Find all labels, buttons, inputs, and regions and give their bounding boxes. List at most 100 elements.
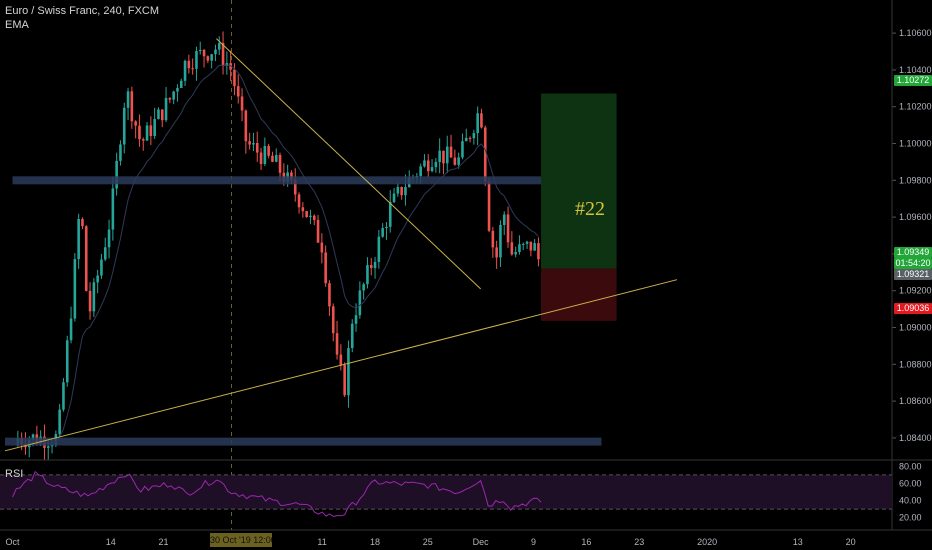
candle-body — [392, 193, 396, 202]
candle-body — [244, 110, 248, 142]
y-tick-label: 1.10000 — [899, 139, 932, 149]
candles — [16, 31, 540, 461]
candle-body — [350, 323, 354, 349]
candle-body — [366, 265, 369, 285]
candle-body — [221, 43, 225, 66]
candle-body — [107, 229, 111, 248]
x-tick-label: 2020 — [697, 537, 717, 547]
rsi-band — [0, 474, 892, 510]
symbol-title: Euro / Swiss Franc, 240, FXCM — [5, 5, 160, 17]
candle-body — [297, 194, 301, 208]
y-tick-label: 1.08400 — [899, 433, 932, 443]
candle-body — [381, 228, 384, 237]
x-tick-label: 23 — [634, 537, 644, 547]
x-tick-label: 11 — [317, 537, 326, 547]
y-tick-label: 1.10600 — [899, 28, 932, 38]
trade-annotation: #22 — [575, 198, 605, 220]
candle-body — [187, 60, 191, 69]
candle-body — [328, 283, 331, 307]
rsi-tick-label: 40.00 — [899, 496, 922, 506]
candle-body — [343, 365, 346, 396]
candle-body — [423, 160, 426, 167]
candle-body — [126, 91, 130, 108]
candle-body — [240, 96, 244, 111]
countdown-tag: 01:54:20 — [894, 258, 932, 269]
candle-body — [130, 91, 134, 122]
candle-body — [533, 243, 536, 251]
candle-body — [259, 152, 263, 164]
candle-body — [73, 259, 77, 319]
ema-line — [17, 64, 539, 446]
candle-body — [233, 69, 236, 87]
y-tick-label: 1.10400 — [899, 65, 932, 75]
candle-body — [157, 109, 160, 120]
entry-price-tag: 1.09321 — [894, 269, 932, 280]
support-resistance-zone — [5, 437, 602, 446]
candle-body — [468, 137, 472, 139]
candle-body — [236, 86, 240, 97]
candle-body — [103, 247, 107, 260]
candle-body — [179, 80, 183, 88]
candle-body — [369, 265, 373, 269]
y-tick-label: 1.10200 — [899, 102, 932, 112]
candle-body — [214, 49, 217, 55]
target-zone — [541, 93, 617, 269]
candle-body — [65, 340, 69, 383]
candle-body — [31, 434, 35, 440]
candle-body — [96, 275, 99, 283]
x-tick-label: 9 — [531, 537, 536, 547]
candle-body — [491, 230, 495, 248]
candle-body — [495, 247, 498, 258]
candle-body — [434, 162, 438, 168]
candle-body — [153, 119, 156, 136]
candle-body — [518, 244, 521, 253]
candle-body — [426, 160, 430, 172]
candle-body — [111, 188, 115, 230]
candle-body — [525, 241, 529, 244]
x-tick-label: 20 — [846, 537, 856, 547]
candle-body — [442, 150, 445, 164]
candle-body — [62, 382, 65, 410]
candle-body — [430, 167, 434, 172]
candle-body — [58, 409, 61, 435]
candle-body — [206, 56, 210, 61]
candle-body — [248, 141, 251, 145]
candle-body — [487, 181, 491, 231]
candle-body — [100, 259, 103, 276]
candle-body — [331, 306, 335, 334]
candle-body — [145, 125, 149, 141]
candle-body — [335, 333, 339, 355]
candle-body — [46, 446, 50, 448]
candle-body — [476, 113, 479, 134]
candle-body — [461, 141, 464, 158]
candle-body — [483, 127, 487, 182]
candle-body — [464, 137, 468, 142]
y-tick-label: 1.09800 — [899, 175, 932, 185]
candle-body — [445, 146, 449, 164]
candle-body — [81, 218, 84, 227]
candle-body — [529, 241, 533, 251]
candle-body — [354, 315, 358, 324]
candle-body — [347, 348, 350, 396]
candle-body — [217, 43, 221, 50]
trendline — [4, 279, 678, 452]
candle-body — [278, 155, 282, 173]
candle-body — [506, 214, 510, 243]
candle-body — [400, 186, 403, 196]
x-tick-label: Oct — [6, 537, 21, 547]
candle-body — [521, 243, 525, 245]
candle-body — [198, 49, 202, 52]
last-price-tag: 1.09349 — [894, 247, 932, 258]
candle-body — [373, 261, 377, 269]
candle-body — [377, 236, 381, 262]
candle-body — [404, 187, 407, 196]
rsi-legend: RSI — [5, 468, 24, 480]
candle-body — [168, 97, 172, 100]
stop-zone — [541, 268, 617, 321]
candle-body — [191, 68, 194, 70]
candle-body — [172, 91, 175, 100]
candle-body — [472, 133, 476, 139]
candle-body — [499, 224, 502, 258]
candle-body — [134, 121, 137, 126]
